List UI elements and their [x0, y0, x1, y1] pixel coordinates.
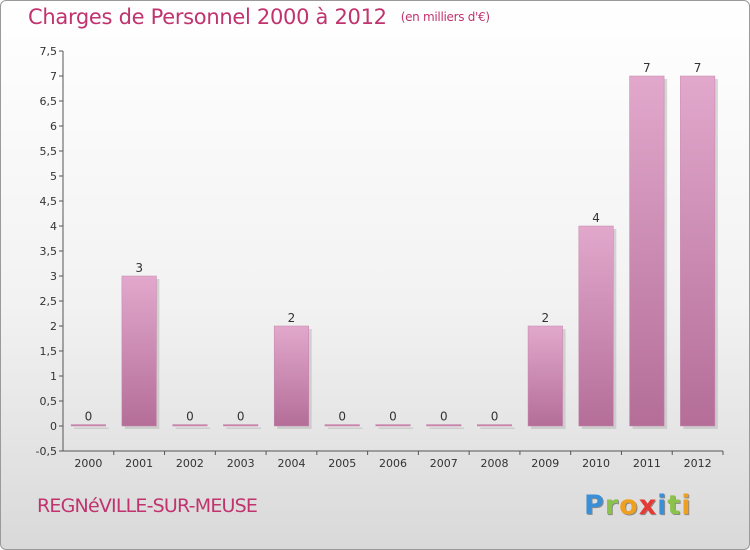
logo-letter: r: [604, 490, 620, 521]
x-tick-label: 2002: [176, 457, 204, 470]
y-tick-label: 0,5: [40, 395, 58, 408]
y-tick-label: 6: [50, 120, 57, 133]
x-tick-label: 2012: [684, 457, 712, 470]
bar: [273, 325, 309, 427]
y-tick-label: 3: [50, 270, 57, 283]
logo-letter: i: [657, 490, 668, 521]
chart-title-text: Charges de Personnel 2000 à 2012: [28, 5, 387, 29]
x-tick-label: 2007: [430, 457, 458, 470]
bar-value-label: 0: [389, 410, 397, 424]
bar-value-label: 0: [338, 410, 346, 424]
bar-value-label: 0: [440, 410, 448, 424]
logo-letter: P: [584, 490, 605, 521]
logo-letter: i: [681, 490, 692, 521]
bar: [578, 225, 614, 427]
bar-shadow: [226, 427, 261, 429]
bar-value-label: 7: [694, 61, 702, 75]
logo-letter: o: [619, 490, 639, 521]
bar: [375, 424, 411, 427]
bar-value-label: 0: [85, 410, 93, 424]
bar: [477, 424, 513, 427]
logo-letter: t: [667, 490, 682, 521]
y-tick-label: 2,5: [40, 295, 58, 308]
bar-shadow: [74, 427, 109, 429]
chart-title: Charges de Personnel 2000 à 2012 (en mill…: [28, 5, 490, 29]
bar: [629, 75, 665, 427]
bar-value-label: 4: [592, 211, 600, 225]
bar-shadow: [429, 427, 465, 429]
bar-value-label: 2: [541, 311, 549, 325]
chart-subtitle: (en milliers d'€): [400, 10, 490, 24]
bar-value-label: 2: [288, 311, 296, 325]
bar-shadow: [327, 427, 363, 429]
chart-bars: [70, 75, 718, 429]
y-tick-label: 4: [50, 220, 57, 233]
x-tick-label: 2009: [531, 457, 559, 470]
y-tick-label: 7: [50, 70, 57, 83]
bar-shadow: [378, 427, 414, 429]
logo-letter: x: [638, 490, 658, 521]
y-tick-label: 0: [50, 420, 57, 433]
bar-shadow: [175, 427, 211, 429]
y-tick-label: 1,5: [40, 345, 58, 358]
bar: [70, 424, 106, 427]
y-tick-label: 5: [50, 170, 57, 183]
x-tick-label: 2000: [74, 457, 102, 470]
x-tick-label: 2003: [227, 457, 255, 470]
bar: [121, 275, 157, 427]
bar: [426, 424, 462, 427]
x-tick-label: 2008: [481, 457, 509, 470]
bar-value-label: 0: [186, 410, 194, 424]
y-tick-label: 7,5: [40, 45, 58, 58]
proxiti-logo[interactable]: Proxiti: [584, 490, 692, 521]
y-tick-label: 3,5: [40, 245, 58, 258]
x-tick-label: 2011: [633, 457, 661, 470]
bar: [172, 424, 208, 427]
y-tick-label: 5,5: [40, 145, 58, 158]
y-tick-label: -0,5: [36, 445, 57, 458]
x-tick-label: 2004: [277, 457, 305, 470]
bar-shadow: [480, 427, 515, 429]
x-tick-label: 2006: [379, 457, 407, 470]
y-tick-label: 2: [50, 320, 57, 333]
bar: [527, 325, 563, 427]
bar-value-label: 0: [237, 410, 245, 424]
place-name: REGNéVILLE-SUR-MEUSE: [37, 495, 258, 517]
x-tick-label: 2005: [328, 457, 356, 470]
bar: [680, 75, 716, 427]
bar: [324, 424, 360, 427]
bar-value-label: 0: [491, 410, 499, 424]
y-tick-label: 1: [50, 370, 57, 383]
x-tick-label: 2010: [582, 457, 610, 470]
bar: [223, 424, 259, 427]
bar-value-label: 3: [135, 261, 143, 275]
chart-axes: -0,500,511,522,533,544,555,566,577,52000…: [36, 45, 724, 470]
bar-value-label: 7: [643, 61, 651, 75]
y-tick-label: 4,5: [40, 195, 58, 208]
y-tick-label: 6,5: [40, 95, 58, 108]
chart-data-labels: 0 3 0 0 2 0 0 0 0 2 4 7 7: [85, 61, 702, 424]
x-tick-label: 2001: [125, 457, 153, 470]
